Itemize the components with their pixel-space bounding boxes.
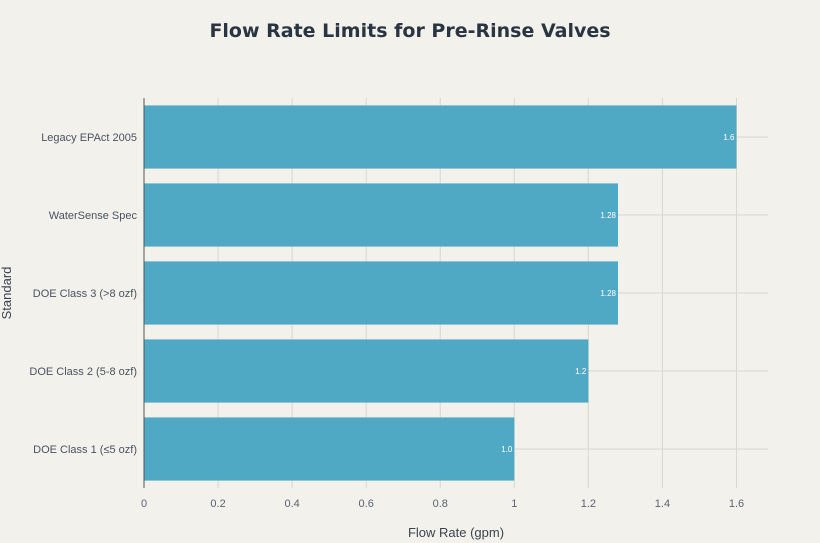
bar-data-label: 1.6 xyxy=(723,133,735,142)
bar-data-label: 1.2 xyxy=(575,367,587,376)
bar xyxy=(144,339,589,403)
bars-layer xyxy=(144,105,737,481)
bar-data-label: 1.0 xyxy=(501,445,513,454)
x-tick-label: 0.6 xyxy=(359,498,374,510)
chart-title: Flow Rate Limits for Pre-Rinse Valves xyxy=(209,20,610,42)
x-tick-label: 0.2 xyxy=(210,498,225,510)
bar xyxy=(144,261,618,325)
x-axis-label: Flow Rate (gpm) xyxy=(408,525,504,540)
x-tick-label: 0 xyxy=(141,498,147,510)
x-tick-label: 1.4 xyxy=(655,498,670,510)
bar-data-label: 1.28 xyxy=(600,211,616,220)
y-category-label: DOE Class 3 (>8 ozf) xyxy=(33,288,137,300)
y-category-label: Legacy EPAct 2005 xyxy=(41,132,137,144)
x-tick-label: 0.8 xyxy=(433,498,448,510)
bar xyxy=(144,417,515,481)
bar xyxy=(144,183,618,247)
y-axis-label: Standard xyxy=(0,267,14,320)
x-tick-label: 1.6 xyxy=(729,498,744,510)
labels-layer: 0 0.2 0.4 0.6 0.8 1 1.2 1.4 1.6 Legacy EPAct 2005… xyxy=(29,132,744,510)
x-tick-label: 0.4 xyxy=(284,498,299,510)
x-tick-label: 1.2 xyxy=(581,498,596,510)
y-category-label: DOE Class 1 (≤5 ozf) xyxy=(33,444,137,456)
bar-data-label: 1.28 xyxy=(600,289,616,298)
bar xyxy=(144,105,737,169)
y-category-label: DOE Class 2 (5-8 ozf) xyxy=(29,366,137,378)
x-tick-label: 1 xyxy=(511,498,517,510)
y-category-label: WaterSense Spec xyxy=(49,210,138,222)
